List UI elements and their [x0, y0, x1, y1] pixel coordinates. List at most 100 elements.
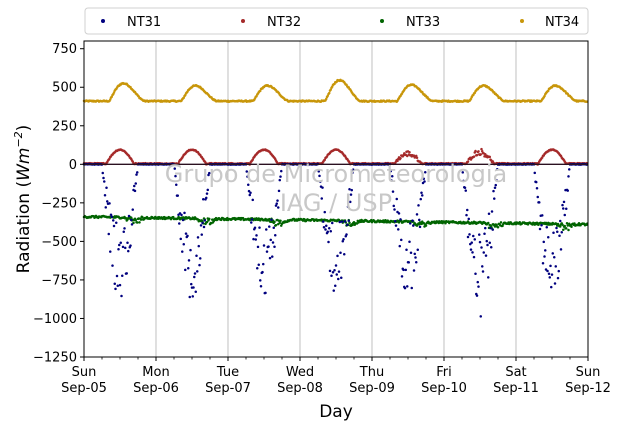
point-nt31 — [477, 285, 480, 288]
point-nt31 — [267, 245, 270, 248]
point-nt31 — [395, 197, 398, 201]
point-nt31 — [418, 225, 422, 229]
point-nt31 — [402, 268, 405, 272]
point-nt33 — [351, 223, 354, 227]
point-nt31 — [277, 206, 280, 209]
point-nt31 — [265, 228, 268, 231]
point-nt31 — [465, 213, 468, 217]
x-tick-label-date: Sep-06 — [133, 381, 179, 396]
y-tick-label: 500 — [52, 81, 77, 96]
point-nt31 — [470, 241, 473, 244]
point-nt31 — [270, 218, 273, 222]
x-tick-label-date: Sep-05 — [61, 381, 107, 396]
point-nt31 — [109, 213, 113, 216]
point-nt32 — [479, 153, 482, 156]
point-nt31 — [116, 284, 119, 287]
point-nt31 — [129, 244, 132, 247]
point-nt31 — [327, 240, 330, 244]
point-nt32 — [415, 156, 419, 159]
point-nt31 — [544, 249, 547, 252]
point-nt31 — [192, 286, 195, 289]
point-nt33 — [220, 218, 223, 222]
point-nt31 — [412, 224, 415, 227]
x-gridlines — [155, 41, 517, 357]
point-nt31 — [173, 167, 176, 170]
point-nt31 — [110, 215, 113, 219]
point-nt34 — [547, 89, 550, 93]
y-axis-title-exp: −2 — [12, 131, 25, 147]
point-nt31 — [466, 208, 469, 212]
point-nt31 — [340, 220, 344, 223]
point-nt32 — [488, 155, 491, 159]
point-nt31 — [494, 183, 497, 187]
point-nt31 — [343, 253, 346, 256]
x-axis: SunSep-05MonSep-06TueSep-07WedSep-08ThuS… — [61, 357, 611, 396]
point-nt31 — [476, 280, 479, 284]
point-nt31 — [495, 178, 498, 182]
point-nt31 — [478, 233, 481, 236]
x-tick-label-date: Sep-09 — [349, 381, 395, 396]
point-nt34 — [328, 91, 331, 95]
point-nt31 — [189, 248, 192, 252]
point-nt31 — [566, 189, 569, 192]
point-nt33 — [268, 217, 271, 221]
point-nt31 — [202, 198, 205, 201]
point-nt33 — [577, 222, 581, 225]
point-nt31 — [191, 295, 194, 298]
point-nt31 — [420, 191, 423, 195]
point-nt31 — [556, 276, 560, 280]
point-nt31 — [268, 225, 271, 228]
point-nt31 — [125, 272, 128, 275]
x-tick-label-date: Sep-08 — [277, 381, 323, 396]
point-nt31 — [472, 255, 476, 259]
point-nt32 — [466, 160, 470, 163]
point-nt31 — [265, 250, 269, 253]
point-nt31 — [484, 226, 487, 230]
point-nt31 — [346, 205, 350, 208]
point-nt31 — [324, 228, 327, 231]
y-tick-label: 750 — [52, 42, 77, 57]
point-nt31 — [127, 214, 131, 218]
point-nt33 — [561, 223, 564, 227]
point-nt31 — [406, 285, 409, 288]
point-nt31 — [113, 282, 116, 285]
legend: NT31 NT32 NT33 NT34 — [84, 7, 589, 35]
point-nt31 — [187, 267, 190, 270]
point-nt31 — [279, 175, 282, 178]
point-nt31 — [487, 276, 490, 279]
point-nt31 — [339, 251, 342, 255]
point-nt33 — [138, 221, 141, 224]
point-nt31 — [256, 245, 260, 249]
point-nt31 — [205, 192, 209, 195]
point-nt31 — [554, 265, 557, 268]
point-nt31 — [334, 284, 337, 288]
point-nt31 — [389, 169, 392, 173]
point-nt33 — [279, 219, 282, 222]
point-nt33 — [274, 223, 278, 227]
x-tick-label-day: Tue — [216, 365, 239, 380]
point-nt31 — [264, 291, 267, 295]
legend-label-nt31: NT31 — [127, 15, 161, 30]
point-nt31 — [186, 234, 189, 238]
point-nt31 — [411, 219, 414, 222]
point-nt31 — [559, 219, 562, 223]
point-nt31 — [552, 231, 555, 235]
point-nt31 — [101, 171, 104, 175]
point-nt31 — [536, 195, 539, 199]
point-nt31 — [277, 189, 281, 193]
point-nt31 — [486, 243, 489, 247]
point-nt31 — [107, 232, 110, 236]
point-nt31 — [258, 226, 261, 229]
point-nt31 — [322, 226, 326, 229]
point-nt33 — [570, 225, 573, 229]
legend-item-nt31: NT31 — [101, 15, 161, 30]
point-nt31 — [466, 235, 470, 239]
point-nt31 — [475, 294, 479, 297]
point-nt33 — [567, 228, 570, 232]
point-nt31 — [247, 183, 250, 186]
point-nt33 — [493, 225, 497, 228]
point-nt31 — [336, 254, 339, 258]
x-tick-label-day: Mon — [142, 365, 169, 380]
point-nt31 — [473, 238, 476, 241]
point-nt31 — [246, 175, 249, 178]
